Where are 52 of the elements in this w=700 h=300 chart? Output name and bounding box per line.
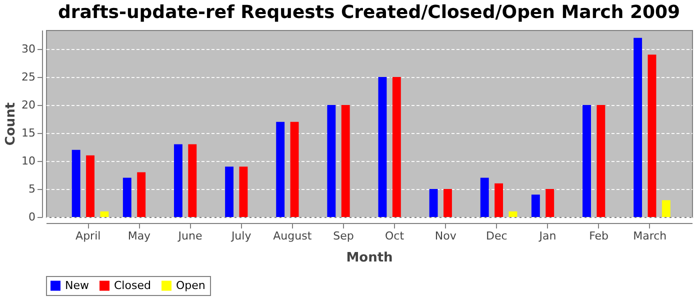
legend-label: New <box>65 278 89 292</box>
bar <box>72 150 80 217</box>
bar <box>392 77 401 217</box>
bar <box>662 200 670 217</box>
bar <box>137 172 146 217</box>
x-tick-label: Sep <box>333 230 354 242</box>
y-tick-label: 25 <box>22 70 36 84</box>
x-tick-label: Feb <box>589 230 609 242</box>
bar <box>596 105 606 217</box>
y-tick-label: 0 <box>28 210 36 224</box>
bar <box>634 38 642 217</box>
bar <box>100 211 109 217</box>
bar <box>429 189 438 217</box>
bar <box>546 189 554 217</box>
x-tick-label: Jan <box>538 230 556 242</box>
legend-label: Closed <box>114 278 151 292</box>
y-axis-title: Count <box>4 102 19 146</box>
legend-label: Open <box>176 278 206 292</box>
bar <box>508 211 518 217</box>
bar <box>494 183 504 217</box>
bar <box>341 105 350 217</box>
bar <box>327 105 336 217</box>
x-tick-label: March <box>633 230 667 242</box>
bar <box>122 178 132 217</box>
y-tick-label: 5 <box>28 182 36 196</box>
x-tick-label: May <box>128 230 152 242</box>
bar <box>239 166 248 217</box>
x-tick-label: June <box>177 230 202 242</box>
x-tick-label: April <box>76 230 101 242</box>
y-tick-label: 15 <box>22 126 36 140</box>
x-tick-label: Nov <box>434 230 457 242</box>
x-axis-title: Month <box>346 250 393 266</box>
bar <box>582 105 591 217</box>
y-tick-label: 10 <box>22 154 36 168</box>
bar <box>188 144 197 217</box>
x-tick-label: August <box>273 230 312 242</box>
x-tick-label: Dec <box>486 230 508 242</box>
x-tick-label: July <box>230 230 252 242</box>
bar <box>225 166 234 217</box>
y-tick-label: 30 <box>22 42 36 56</box>
bar <box>290 122 299 217</box>
y-tick-label: 20 <box>22 98 36 112</box>
x-tick-label: Oct <box>385 230 405 242</box>
bar <box>480 178 489 217</box>
bar <box>378 77 387 217</box>
bar <box>276 122 285 217</box>
bar <box>86 155 94 217</box>
bar <box>531 194 540 217</box>
bar <box>444 189 452 217</box>
bar <box>174 144 182 217</box>
chart-title: drafts-update-ref Requests Created/Closed/Open March 2009 <box>58 2 680 23</box>
bar <box>648 54 656 217</box>
